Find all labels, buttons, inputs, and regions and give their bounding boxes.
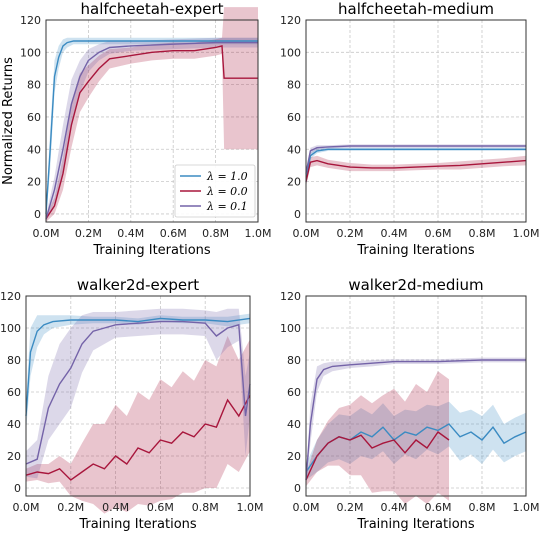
x-tick-label: 0.6M (147, 501, 174, 514)
y-tick-label: 80 (287, 354, 301, 367)
y-tick-label: 40 (287, 418, 301, 431)
x-tick-label: 0.2M (337, 501, 364, 514)
x-tick-label: 0.6M (425, 227, 452, 240)
y-tick-label: 20 (27, 176, 41, 189)
legend-box (174, 164, 256, 218)
x-tick-label: 0.0M (13, 501, 40, 514)
chart-panel-4: 0.0M 0.2M 0.4M 0.6M 0.8M 1.0M 0 20 40 60 80 100 120 w… (280, 276, 539, 532)
series-band-2 (26, 336, 250, 514)
y-tick-label: 60 (7, 386, 21, 399)
x-axis-label: Training Iterations (92, 243, 211, 258)
x-tick-label: 0.2M (337, 227, 364, 240)
y-tick-label: 120 (280, 290, 301, 303)
y-tick-label: 0 (294, 482, 301, 495)
y-tick-label: 120 (20, 14, 41, 27)
series-band-1 (26, 313, 250, 432)
plot-area (306, 296, 526, 496)
y-tick-label: 120 (280, 14, 301, 27)
y-tick-label: 0 (294, 208, 301, 221)
y-tick-label: 20 (287, 450, 301, 463)
series-line-3 (305, 145, 526, 174)
y-tick-label: 0 (34, 208, 41, 221)
legend: λ = 1.0 λ = 0.0 λ = 0.1 (174, 164, 256, 218)
series-band-3 (306, 144, 526, 179)
panel-title: walker2d-medium (348, 276, 483, 294)
series-line-1 (45, 40, 258, 214)
x-tick-label: 1.0M (513, 501, 540, 514)
legend-label-1: λ = 1.0 (206, 170, 248, 183)
x-tick-label: 0.4M (381, 227, 408, 240)
y-tick-label: 100 (280, 322, 301, 335)
series-line-2 (305, 159, 527, 182)
y-tick-label: 80 (287, 79, 301, 92)
x-tick-label: 0.8M (202, 227, 229, 240)
x-axis-label: Training Iterations (356, 517, 475, 532)
x-tick-label: 0.4M (381, 501, 408, 514)
y-tick-label: 60 (287, 386, 301, 399)
chart-panel-1: 0.0M 0.2M 0.4M 0.6M 0.8M 1.0M 0 20 40 60 80 100 120 h… (1, 0, 271, 258)
plot-frame (305, 19, 527, 223)
x-tick-label: 0.6M (160, 227, 187, 240)
x-axis-label: Training Iterations (356, 243, 475, 258)
y-tick-label: 100 (280, 46, 301, 59)
panel-title: halfcheetah-expert (81, 0, 224, 18)
series-line-1 (305, 148, 526, 182)
series-band-2 (306, 371, 449, 504)
series-line-3 (305, 359, 526, 481)
x-tick-label: 1.0M (237, 501, 264, 514)
series-line-2 (305, 431, 450, 481)
series-band-3 (306, 357, 526, 485)
series-line-3 (25, 320, 251, 465)
x-axis-label: Training Iterations (78, 517, 197, 532)
y-tick-label: 40 (27, 143, 41, 156)
series-line-3 (45, 41, 258, 219)
series-band-2 (46, 7, 258, 222)
x-tick-label: 0.0M (33, 227, 60, 240)
x-tick-label: 0.8M (192, 501, 219, 514)
y-tick-label: 60 (27, 111, 41, 124)
series-line-1 (25, 317, 251, 417)
series-line-2 (25, 394, 251, 481)
chart-panel-2: 0.0M 0.2M 0.4M 0.6M 0.8M 1.0M 0 20 40 60 80 100 120 h… (280, 0, 539, 258)
y-tick-label: 100 (20, 46, 41, 59)
y-tick-label: 60 (287, 111, 301, 124)
y-tick-label: 80 (27, 79, 41, 92)
y-tick-label: 40 (7, 418, 21, 431)
legend-label-3: λ = 0.1 (206, 200, 248, 213)
series-line-2 (45, 45, 258, 220)
plot-frame (45, 19, 259, 223)
plot-frame (25, 295, 251, 497)
y-tick-label: 0 (14, 482, 21, 495)
x-tick-label: 0.0M (293, 227, 320, 240)
series-band-3 (26, 308, 250, 479)
x-tick-label: 0.6M (425, 501, 452, 514)
x-tick-label: 0.8M (469, 501, 496, 514)
panel-title: walker2d-expert (77, 276, 199, 294)
x-tick-label: 1.0M (513, 227, 540, 240)
y-tick-label: 80 (7, 354, 21, 367)
y-tick-label: 40 (287, 143, 301, 156)
x-tick-label: 0.8M (469, 227, 496, 240)
x-tick-label: 0.2M (75, 227, 102, 240)
x-tick-label: 0.0M (293, 501, 320, 514)
x-tick-label: 0.4M (117, 227, 144, 240)
y-axis-label: Normalized Returns (1, 57, 16, 185)
panel-title: halfcheetah-medium (338, 0, 494, 18)
y-tick-label: 20 (7, 450, 21, 463)
y-tick-label: 100 (0, 322, 21, 335)
x-tick-label: 1.0M (245, 227, 272, 240)
chart-panel-3: 0.0M 0.2M 0.4M 0.6M 0.8M 1.0M 0 20 40 60 80 100 120 w… (0, 276, 263, 532)
plot-area (306, 20, 526, 222)
x-tick-label: 0.4M (102, 501, 129, 514)
x-tick-label: 0.2M (57, 501, 84, 514)
plot-frame (305, 295, 527, 497)
series-band-2 (306, 155, 526, 187)
plot-area (26, 296, 250, 496)
y-tick-label: 20 (287, 176, 301, 189)
legend-label-2: λ = 0.0 (206, 185, 248, 198)
y-tick-label: 120 (0, 290, 21, 303)
